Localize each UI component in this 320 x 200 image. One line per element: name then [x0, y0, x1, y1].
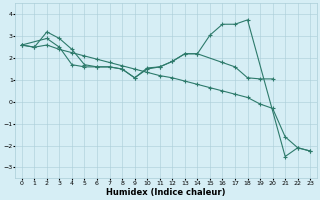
X-axis label: Humidex (Indice chaleur): Humidex (Indice chaleur)	[106, 188, 226, 197]
